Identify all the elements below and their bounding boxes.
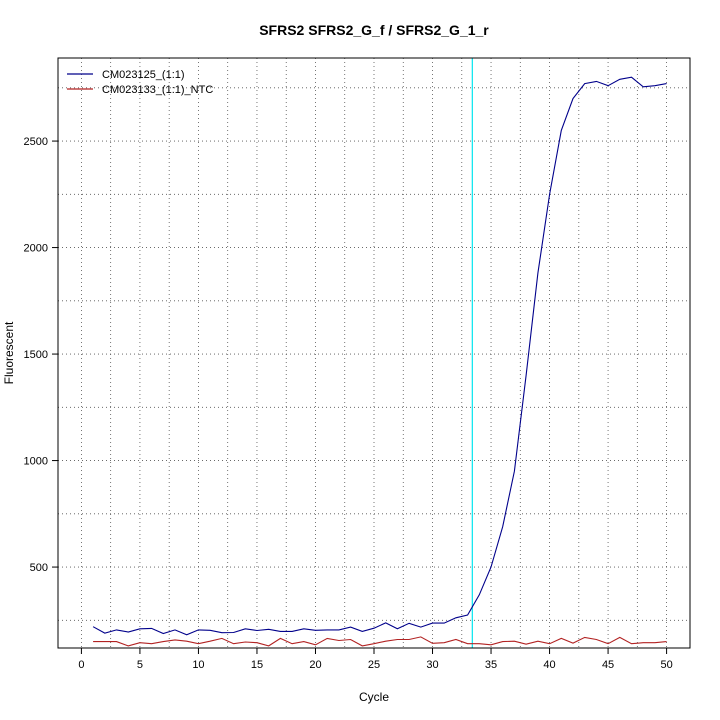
x-tick-label: 10 (192, 659, 204, 671)
legend: CM023125_(1:1) CM023133_(1:1)_NTC (67, 69, 213, 96)
x-tick-label: 30 (426, 659, 438, 671)
chart-title: SFRS2 SFRS2_G_f / SFRS2_G_1_r (259, 22, 489, 38)
y-axis: 500 1000 1500 2000 2500 (24, 136, 58, 574)
legend-label: CM023133_(1:1)_NTC (102, 84, 213, 96)
x-tick-label: 45 (602, 659, 614, 671)
y-tick-label: 1500 (24, 349, 48, 361)
x-tick-label: 0 (78, 659, 84, 671)
x-axis-title: Cycle (359, 690, 389, 704)
x-tick-label: 25 (368, 659, 380, 671)
legend-label: CM023125_(1:1) (102, 69, 185, 81)
series-layer (92, 76, 667, 647)
x-axis: 0 5 10 15 20 25 30 35 40 45 50 (78, 648, 673, 671)
grid (58, 58, 690, 648)
x-tick-label: 50 (660, 659, 672, 671)
series-line-0 (92, 76, 667, 636)
x-tick-label: 20 (309, 659, 321, 671)
x-tick-label: 5 (137, 659, 143, 671)
y-tick-label: 500 (30, 562, 48, 574)
y-tick-label: 2500 (24, 136, 48, 148)
x-tick-label: 40 (543, 659, 555, 671)
y-tick-label: 2000 (24, 243, 48, 255)
x-tick-label: 35 (485, 659, 497, 671)
y-tick-label: 1000 (24, 456, 48, 468)
series-line-1 (93, 636, 667, 647)
x-tick-label: 15 (251, 659, 263, 671)
y-axis-title: Fluorescent (2, 321, 16, 384)
